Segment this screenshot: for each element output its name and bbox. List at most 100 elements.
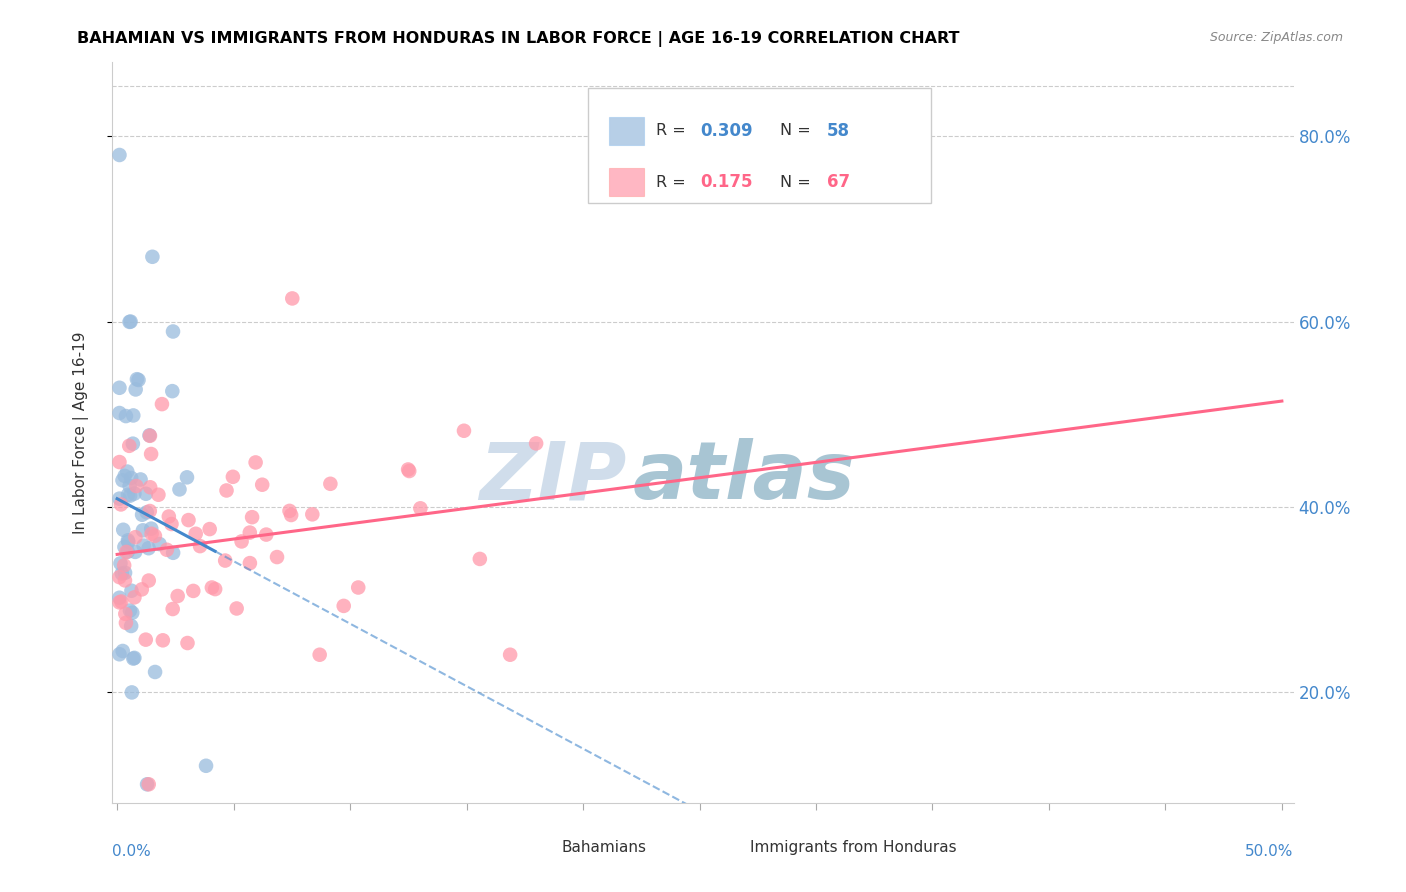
Point <box>162 384 184 399</box>
Point <box>135 487 157 501</box>
Bar <box>609 117 644 145</box>
Point <box>139 480 162 494</box>
Text: Immigrants from Honduras: Immigrants from Honduras <box>751 839 957 855</box>
Point <box>156 542 179 557</box>
Point <box>148 488 170 502</box>
Point <box>108 570 131 584</box>
Point <box>301 508 323 522</box>
Point <box>124 383 146 397</box>
Point <box>278 504 301 518</box>
Point <box>121 685 143 699</box>
Point <box>184 526 207 541</box>
Point <box>162 325 184 339</box>
Point <box>239 525 262 540</box>
Point <box>250 477 273 491</box>
Text: 0.309: 0.309 <box>700 121 754 140</box>
Point <box>121 436 143 450</box>
Point <box>396 462 419 476</box>
Text: N =: N = <box>780 123 815 138</box>
Point <box>143 665 166 679</box>
Text: 0.0%: 0.0% <box>112 844 152 858</box>
Point <box>118 479 141 493</box>
Point <box>111 473 134 487</box>
Point <box>240 510 263 524</box>
Point <box>110 557 132 571</box>
Point <box>108 647 131 661</box>
Point <box>112 540 135 554</box>
Point <box>115 615 138 630</box>
Point <box>115 409 138 423</box>
Point <box>280 508 302 522</box>
Point <box>468 552 491 566</box>
Point <box>266 549 288 564</box>
Point <box>124 591 146 605</box>
Point <box>499 648 522 662</box>
Text: 58: 58 <box>827 121 851 140</box>
Point <box>136 777 159 791</box>
Point <box>281 292 304 306</box>
Text: Source: ZipAtlas.com: Source: ZipAtlas.com <box>1209 31 1343 45</box>
Point <box>131 582 153 597</box>
Point <box>198 522 221 536</box>
Point <box>117 533 139 548</box>
Y-axis label: In Labor Force | Age 16-19: In Labor Force | Age 16-19 <box>73 331 89 534</box>
Point <box>138 428 160 442</box>
Point <box>129 473 152 487</box>
Point <box>347 581 370 595</box>
Point <box>125 479 148 493</box>
Text: BAHAMIAN VS IMMIGRANTS FROM HONDURAS IN LABOR FORCE | AGE 16-19 CORRELATION CHAR: BAHAMIAN VS IMMIGRANTS FROM HONDURAS IN … <box>77 31 960 47</box>
Text: atlas: atlas <box>633 438 855 516</box>
Point <box>135 632 157 647</box>
Point <box>120 471 142 485</box>
Point <box>108 595 131 609</box>
Text: 67: 67 <box>827 173 851 191</box>
Point <box>231 534 253 549</box>
Point <box>181 583 204 598</box>
Point <box>139 504 162 518</box>
Point <box>319 476 342 491</box>
Point <box>409 501 432 516</box>
Point <box>120 583 142 598</box>
Point <box>117 488 139 502</box>
Point <box>121 606 143 620</box>
Point <box>122 651 145 665</box>
Point <box>139 447 162 461</box>
Point <box>453 424 475 438</box>
Point <box>124 651 146 665</box>
Point <box>108 381 131 395</box>
Point <box>176 470 198 484</box>
Text: R =: R = <box>655 123 690 138</box>
Point <box>110 498 132 512</box>
Point <box>131 508 153 522</box>
Point <box>215 483 238 498</box>
Point <box>160 516 183 531</box>
Point <box>117 544 139 558</box>
Point <box>195 758 218 772</box>
Point <box>111 566 134 581</box>
Point <box>115 545 138 559</box>
Point <box>141 522 163 536</box>
Point <box>120 314 142 328</box>
Point <box>162 546 184 560</box>
Point <box>118 439 141 453</box>
Point <box>114 469 136 483</box>
Point <box>138 574 160 588</box>
Point <box>150 397 173 411</box>
Point <box>108 491 131 506</box>
Point <box>124 545 146 559</box>
Point <box>162 602 184 616</box>
Point <box>132 524 155 538</box>
Bar <box>609 169 644 196</box>
Point <box>139 429 162 443</box>
Point <box>108 148 131 162</box>
Point <box>120 489 142 503</box>
Text: 50.0%: 50.0% <box>1246 844 1294 858</box>
Point <box>214 553 236 567</box>
Point <box>398 464 420 478</box>
Point <box>138 541 160 556</box>
Point <box>120 619 142 633</box>
Point <box>117 535 139 549</box>
Point <box>239 556 262 570</box>
Point <box>114 574 136 588</box>
Point <box>128 373 150 387</box>
